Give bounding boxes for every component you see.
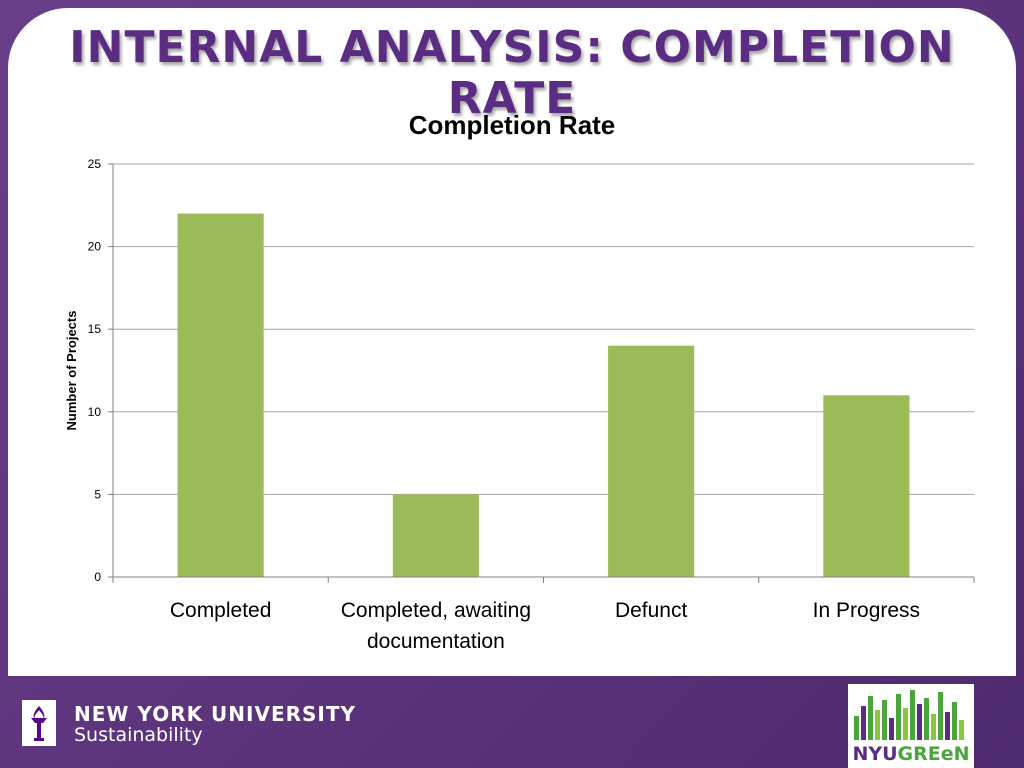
x-category-label: Completed, awaiting documentation [341, 599, 531, 653]
footer-bar: NEW YORK UNIVERSITY Sustainability NYUGR… [0, 676, 1024, 768]
bar [823, 395, 910, 577]
chart-labels: 0 5 10 15 20 25 Number of Projects Completed Com… [64, 157, 920, 653]
y-tick-label: 20 [88, 240, 102, 254]
bar [177, 213, 264, 577]
nyu-torch-icon [22, 700, 56, 746]
slide-title: INTERNAL ANALYSIS: COMPLETION RATE [69, 22, 955, 124]
chart-title: Completion Rate [408, 110, 616, 140]
chart-bars [177, 213, 910, 577]
nyu-green-wordmark: NYUGREeN [850, 743, 972, 765]
org-department: Sustainability [74, 724, 203, 746]
bar [392, 494, 479, 577]
y-axis-label: Number of Projects [64, 311, 79, 431]
y-tick-label: 15 [88, 322, 102, 336]
y-tick-label: 25 [88, 157, 102, 171]
x-category-label: Completed [170, 599, 272, 622]
bar [608, 345, 695, 577]
badge-green: GREeN [897, 743, 970, 765]
y-tick-label: 5 [94, 487, 101, 501]
nyu-green-bars-icon [854, 690, 964, 740]
chart-axes [108, 163, 975, 583]
nyu-green-logo: NYUGREeN [848, 684, 974, 768]
badge-nyu: NYU [852, 743, 898, 765]
y-tick-label: 0 [94, 570, 101, 584]
y-tick-label: 10 [88, 405, 102, 419]
x-category-label: In Progress [813, 599, 920, 622]
bar-chart: 0 5 10 15 20 25 Number of Projects Completed Com… [64, 157, 975, 653]
x-category-label: Defunct [615, 599, 688, 622]
org-name: NEW YORK UNIVERSITY [74, 702, 356, 726]
